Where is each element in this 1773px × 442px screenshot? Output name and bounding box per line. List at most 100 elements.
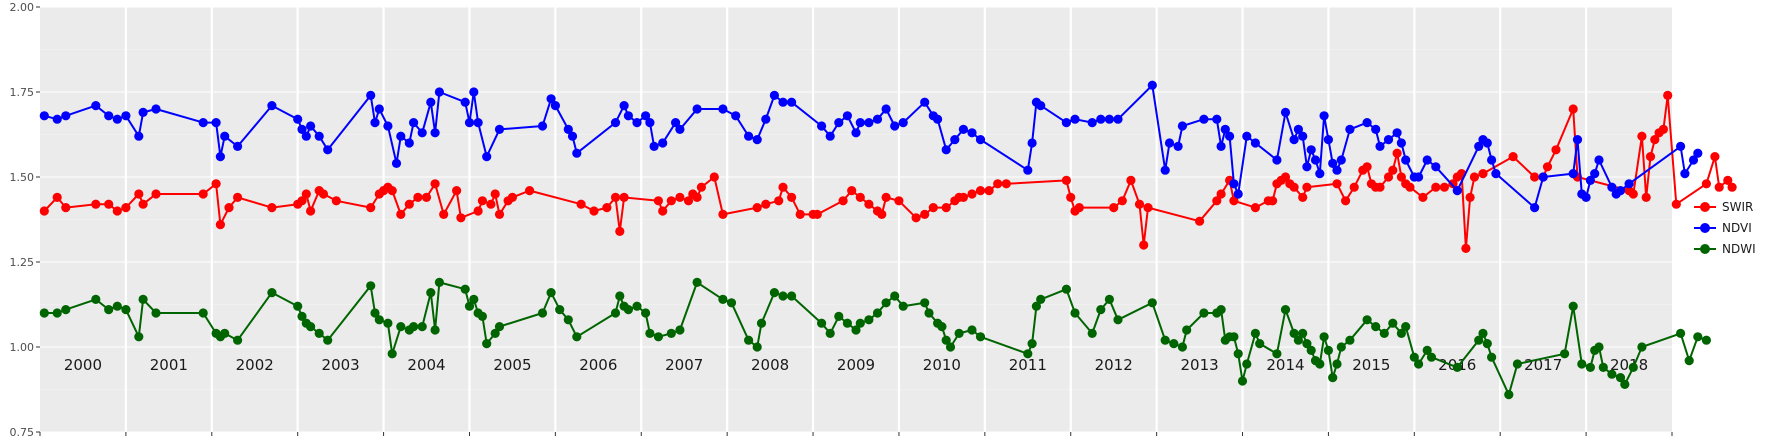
ndwi-point (546, 288, 556, 298)
ndwi-point (864, 315, 874, 325)
ndvi-point (1624, 179, 1634, 189)
ndwi-point (52, 308, 62, 318)
ndwi-point (374, 315, 384, 325)
ndwi-point (151, 308, 161, 318)
ndvi-point (464, 118, 475, 128)
ndwi-point (233, 335, 243, 345)
ndvi-point (1177, 121, 1187, 131)
swir-point (306, 206, 316, 216)
ndwi-point (1560, 349, 1570, 359)
ndwi-point (1620, 379, 1630, 389)
ndvi-point (1392, 128, 1402, 138)
ndwi-point (1345, 335, 1355, 345)
ndwi-point (220, 328, 230, 338)
ndvi-point (297, 124, 307, 134)
ndvi-point (391, 158, 402, 168)
ndvi-point (1676, 141, 1686, 151)
ndvi-point (842, 111, 853, 121)
swir-point (396, 209, 406, 219)
ndvi-point (632, 118, 642, 128)
ndwi-point (1615, 373, 1626, 383)
ndwi-point (1113, 315, 1123, 325)
swir-point (1074, 203, 1084, 213)
swir-point (602, 203, 612, 213)
ndvi-point (834, 118, 844, 128)
ndwi-point (1319, 332, 1329, 342)
swir-point (894, 196, 904, 206)
swir-point (984, 186, 994, 196)
ndwi-point (1027, 339, 1037, 349)
ndvi-point (851, 128, 861, 138)
ndvi-point (817, 121, 827, 131)
ndvi-point (293, 114, 303, 124)
series-layer: 2000 2001 2002 2003 2004 2005 2006 2007 2008 2009… (39, 80, 1737, 400)
ndwi-point (1422, 345, 1432, 355)
ndvi-point (91, 101, 101, 111)
swir-point (1637, 131, 1647, 141)
ndvi-point (1688, 155, 1699, 165)
ndwi-point (1362, 315, 1372, 325)
ndvi-point (1229, 179, 1239, 189)
ndvi-point (933, 114, 943, 124)
swir-point (1714, 182, 1724, 192)
swir-point (993, 179, 1003, 189)
ndvi-point (567, 131, 578, 141)
ndvi-point (1572, 135, 1583, 145)
ndwi-point (1607, 369, 1617, 379)
ndwi-point (1512, 359, 1522, 369)
ndvi-point (692, 104, 702, 114)
ndvi-point (267, 101, 277, 111)
ndwi-point (61, 305, 71, 315)
ndvi-point (563, 124, 573, 134)
ndwi-point (39, 308, 49, 318)
swir-point (795, 209, 805, 219)
ndvi-point (417, 128, 427, 138)
ndvi-point (752, 135, 762, 145)
ndwi-point (293, 301, 303, 311)
ndvi-point (1216, 141, 1226, 151)
ndvi-point (825, 131, 835, 141)
ndvi-point (1401, 155, 1411, 165)
year-label: 2011 (1009, 356, 1047, 374)
year-label: 2013 (1180, 356, 1218, 374)
swir-point (653, 196, 664, 206)
ndwi-point (744, 335, 754, 345)
ndwi-point (555, 305, 565, 315)
swir-point (1280, 172, 1291, 182)
ndwi-point (1177, 342, 1187, 352)
ndvi-point (301, 131, 311, 141)
ndvi-point (409, 118, 419, 128)
swir-point (1658, 124, 1668, 134)
swir-point (1349, 182, 1359, 192)
ndvi-point (1491, 169, 1501, 179)
ndwi-point (817, 318, 827, 328)
swir-point (211, 179, 221, 189)
ndvi-point (769, 90, 780, 100)
ndvi-point (1332, 165, 1342, 175)
ndvi-point (890, 121, 900, 131)
ndvi-point (1530, 203, 1540, 213)
ndvi-point (1298, 131, 1308, 141)
swir-point (1650, 135, 1660, 145)
ndvi-point (1607, 182, 1617, 192)
ndvi-point (39, 111, 49, 121)
ndvi-point (967, 128, 977, 138)
year-label: 2001 (150, 356, 188, 374)
ndwi-point (718, 294, 728, 304)
ndwi-point (430, 325, 440, 335)
swir-point (1727, 182, 1737, 192)
ndwi-point (1414, 359, 1424, 369)
swir-point (911, 213, 921, 223)
ndwi-point (1104, 294, 1114, 304)
ndwi-point (112, 301, 122, 311)
swir-point (928, 203, 938, 213)
y-tick-label: 1.50 (10, 171, 35, 184)
ndwi-point (1302, 339, 1312, 349)
swir-point (1628, 189, 1638, 199)
swir-point (1001, 179, 1011, 189)
swir-point (233, 192, 243, 202)
ndwi-point (1233, 349, 1243, 359)
ndvi-point (950, 135, 960, 145)
ndvi-point (1061, 118, 1071, 128)
ndwi-point (1242, 359, 1252, 369)
